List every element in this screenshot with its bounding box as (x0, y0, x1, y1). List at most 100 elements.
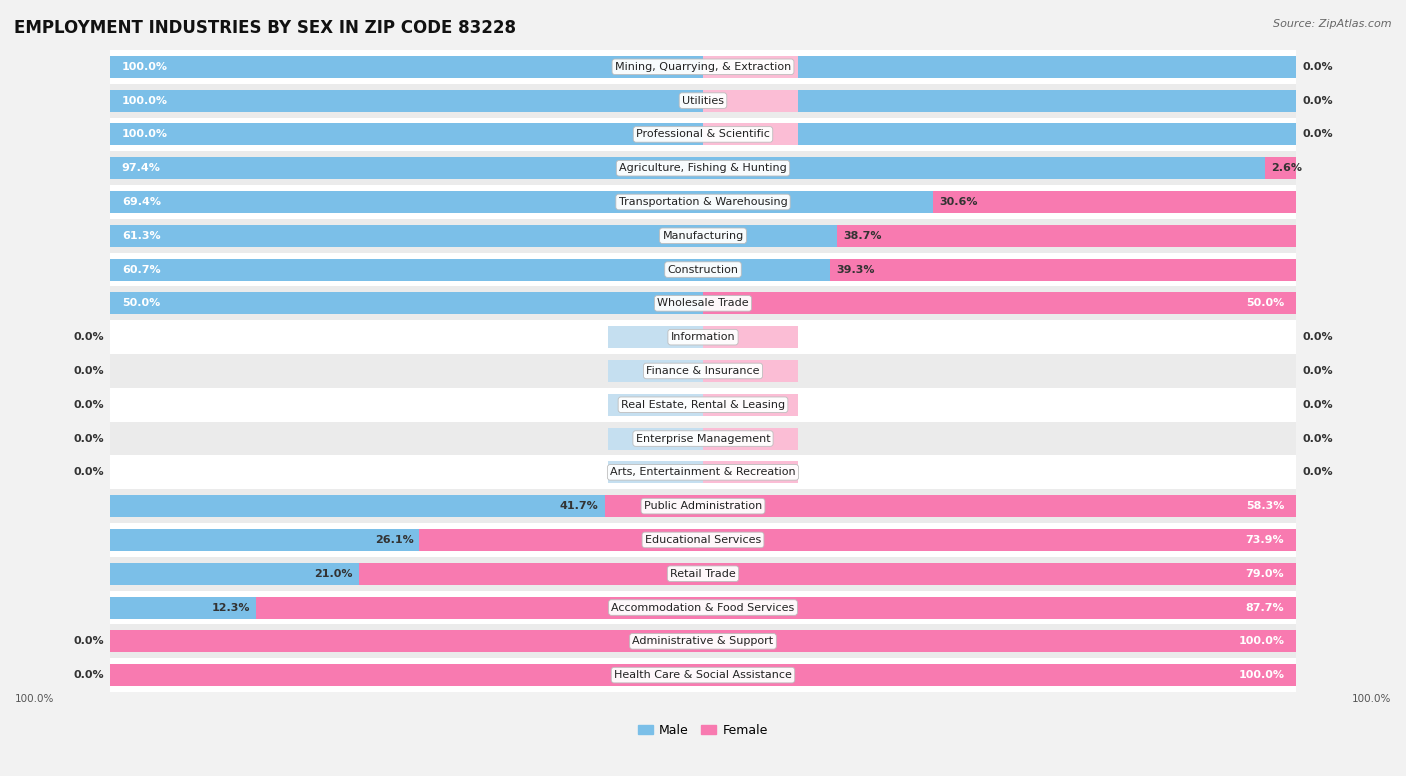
Text: Source: ZipAtlas.com: Source: ZipAtlas.com (1274, 19, 1392, 29)
Text: Manufacturing: Manufacturing (662, 230, 744, 241)
Text: Administrative & Support: Administrative & Support (633, 636, 773, 646)
Text: 0.0%: 0.0% (73, 366, 104, 376)
Bar (110, 117, 1296, 151)
Bar (830, 258, 1296, 281)
Text: 0.0%: 0.0% (73, 670, 104, 680)
Text: 26.1%: 26.1% (375, 535, 413, 545)
Bar (609, 428, 703, 449)
Text: Professional & Scientific: Professional & Scientific (636, 130, 770, 140)
Text: Transportation & Warehousing: Transportation & Warehousing (619, 197, 787, 207)
Bar (609, 630, 703, 653)
Text: Educational Services: Educational Services (645, 535, 761, 545)
Bar (703, 56, 797, 78)
Bar (110, 421, 1296, 456)
Text: 100.0%: 100.0% (122, 95, 167, 106)
Bar (110, 625, 1296, 658)
Text: 39.3%: 39.3% (835, 265, 875, 275)
Bar (609, 393, 703, 416)
Text: 79.0%: 79.0% (1246, 569, 1284, 579)
Text: 61.3%: 61.3% (122, 230, 160, 241)
Bar (110, 84, 1296, 117)
Bar (110, 388, 1296, 421)
Text: 97.4%: 97.4% (122, 163, 160, 173)
Text: Public Administration: Public Administration (644, 501, 762, 511)
Text: 87.7%: 87.7% (1246, 602, 1284, 612)
Bar (110, 50, 1296, 84)
Text: 21.0%: 21.0% (315, 569, 353, 579)
Text: 0.0%: 0.0% (1302, 332, 1333, 342)
Bar (837, 225, 1296, 247)
Text: Accommodation & Food Services: Accommodation & Food Services (612, 602, 794, 612)
Bar (703, 293, 1296, 314)
Bar (110, 89, 1296, 112)
Text: 100.0%: 100.0% (1351, 695, 1391, 705)
Text: 0.0%: 0.0% (1302, 130, 1333, 140)
Bar (703, 428, 797, 449)
Bar (110, 529, 419, 551)
Bar (110, 495, 605, 517)
Bar (110, 557, 1296, 591)
Bar (110, 185, 1296, 219)
Bar (110, 630, 1296, 653)
Text: 0.0%: 0.0% (73, 467, 104, 477)
Bar (256, 597, 1296, 618)
Text: Information: Information (671, 332, 735, 342)
Bar (703, 123, 797, 145)
Bar (1265, 158, 1296, 179)
Text: Wholesale Trade: Wholesale Trade (657, 299, 749, 308)
Text: 0.0%: 0.0% (73, 400, 104, 410)
Text: 0.0%: 0.0% (1302, 62, 1333, 72)
Text: Mining, Quarrying, & Extraction: Mining, Quarrying, & Extraction (614, 62, 792, 72)
Bar (703, 326, 797, 348)
Bar (605, 495, 1296, 517)
Bar (110, 151, 1296, 185)
Text: 0.0%: 0.0% (1302, 467, 1333, 477)
Text: Finance & Insurance: Finance & Insurance (647, 366, 759, 376)
Bar (703, 393, 797, 416)
Bar (703, 360, 797, 382)
Bar (110, 191, 934, 213)
Text: 2.6%: 2.6% (1271, 163, 1302, 173)
Bar (110, 123, 1296, 145)
Text: 38.7%: 38.7% (844, 230, 882, 241)
Text: 12.3%: 12.3% (211, 602, 250, 612)
Legend: Male, Female: Male, Female (633, 719, 773, 742)
Text: EMPLOYMENT INDUSTRIES BY SEX IN ZIP CODE 83228: EMPLOYMENT INDUSTRIES BY SEX IN ZIP CODE… (14, 19, 516, 37)
Text: Real Estate, Rental & Leasing: Real Estate, Rental & Leasing (621, 400, 785, 410)
Text: Agriculture, Fishing & Hunting: Agriculture, Fishing & Hunting (619, 163, 787, 173)
Bar (609, 360, 703, 382)
Text: 100.0%: 100.0% (15, 695, 55, 705)
Bar (609, 326, 703, 348)
Text: 0.0%: 0.0% (73, 636, 104, 646)
Bar (110, 258, 830, 281)
Text: Enterprise Management: Enterprise Management (636, 434, 770, 444)
Bar (359, 563, 1296, 584)
Text: 100.0%: 100.0% (122, 62, 167, 72)
Text: 50.0%: 50.0% (122, 299, 160, 308)
Bar (110, 523, 1296, 557)
Bar (703, 89, 797, 112)
Text: 100.0%: 100.0% (1239, 670, 1284, 680)
Bar (110, 597, 256, 618)
Text: 0.0%: 0.0% (1302, 95, 1333, 106)
Bar (110, 456, 1296, 489)
Text: 0.0%: 0.0% (1302, 434, 1333, 444)
Text: 60.7%: 60.7% (122, 265, 160, 275)
Bar (934, 191, 1296, 213)
Bar (419, 529, 1296, 551)
Bar (609, 462, 703, 483)
Text: 0.0%: 0.0% (73, 332, 104, 342)
Bar (609, 664, 703, 686)
Text: Arts, Entertainment & Recreation: Arts, Entertainment & Recreation (610, 467, 796, 477)
Bar (110, 158, 1265, 179)
Bar (110, 219, 1296, 253)
Text: 0.0%: 0.0% (1302, 366, 1333, 376)
Bar (110, 658, 1296, 692)
Text: Health Care & Social Assistance: Health Care & Social Assistance (614, 670, 792, 680)
Bar (110, 591, 1296, 625)
Text: 30.6%: 30.6% (939, 197, 977, 207)
Bar (110, 354, 1296, 388)
Text: 0.0%: 0.0% (73, 434, 104, 444)
Text: 50.0%: 50.0% (1246, 299, 1284, 308)
Text: 100.0%: 100.0% (122, 130, 167, 140)
